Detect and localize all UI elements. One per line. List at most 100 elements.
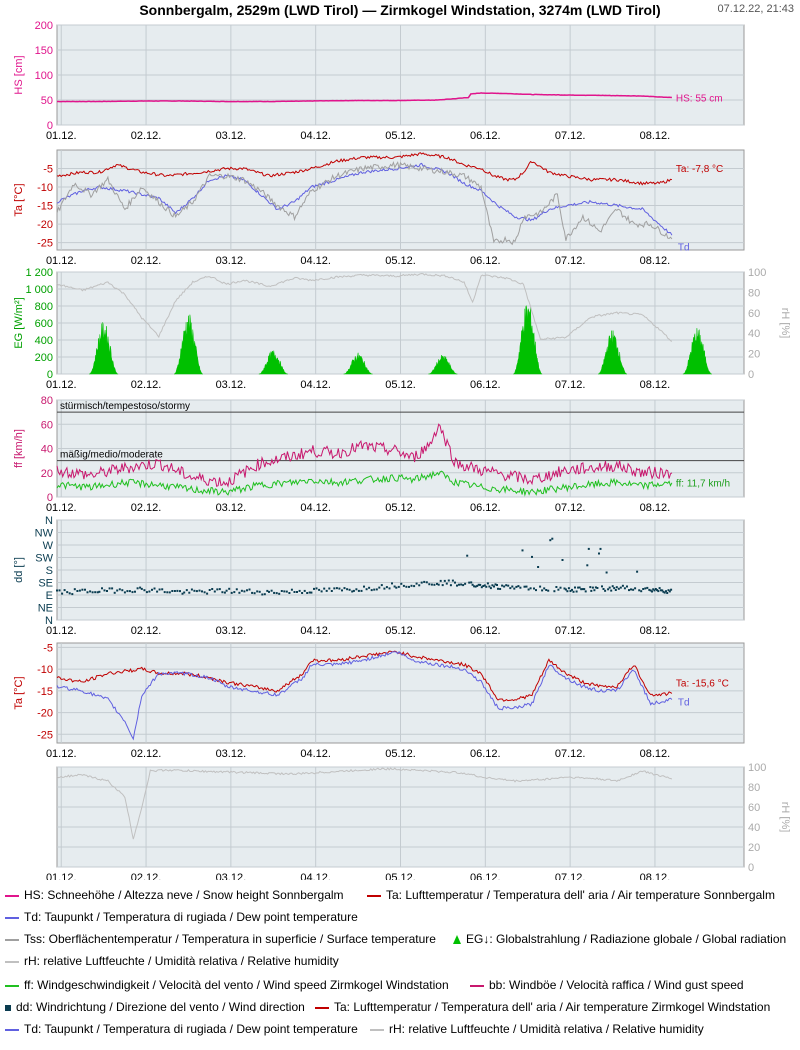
series-dd-panel-4-point xyxy=(583,588,586,591)
series-dd-panel-4-point xyxy=(575,590,578,593)
legend-label: rH: relative Luftfeuchte / Umidità relat… xyxy=(24,954,339,968)
series-dd-panel-4-point xyxy=(665,590,667,593)
panel-6-xtick-label: 07.12. xyxy=(555,872,586,880)
series-hs-panel-0-line xyxy=(57,92,672,103)
series-dd-panel-4-point xyxy=(233,591,236,594)
panel-0-ytick-label: 200 xyxy=(35,20,53,32)
panel-3-xtick-label: 07.12. xyxy=(555,502,586,514)
series-dd-panel-4-point xyxy=(360,589,363,592)
series-dd-panel-4-point xyxy=(433,583,436,586)
series-dd-panel-4-point xyxy=(225,589,228,592)
panel-3-ylabel: ff [km/h] xyxy=(13,429,25,468)
series-dd-panel-4-point xyxy=(564,588,567,591)
panel-5-ylabel: Ta [°C] xyxy=(13,676,25,709)
legend-swatch xyxy=(5,960,19,963)
series-dd-panel-4-point xyxy=(621,584,624,587)
panel-3-threshold-label: mäßig/medio/moderate xyxy=(60,450,163,461)
series-dd-panel-4-point xyxy=(613,587,616,590)
panel-3-ytick-label: 80 xyxy=(41,395,53,407)
series-dd-panel-4-point xyxy=(139,586,142,589)
chart-title: Sonnbergalm, 2529m (LWD Tirol) — Zirmkog… xyxy=(139,2,661,18)
series-dd-panel-4-point xyxy=(303,589,306,592)
series-dd-panel-4-point xyxy=(148,590,151,593)
series-dd-panel-4-point xyxy=(652,588,655,591)
series-rh-panel-2-line xyxy=(56,272,673,342)
panel-1-ytick-label: -20 xyxy=(37,219,53,231)
series-ff-panel-3-line xyxy=(56,470,673,497)
series-dd-panel-4-point xyxy=(397,585,400,588)
panel-4-xtick-label: 07.12. xyxy=(555,625,586,637)
series-dd-panel-4-point xyxy=(171,590,174,592)
series-dd-panel-4-point xyxy=(221,591,224,594)
panel-4-xtick-label: 03.12. xyxy=(216,625,247,637)
series-dd-panel-4-point xyxy=(63,589,66,592)
series-dd-panel-4-point xyxy=(445,582,448,585)
series-dd-panel-4-point xyxy=(584,590,587,593)
panel-4-ytick-label: NW xyxy=(35,528,54,540)
series-dd-panel-4-point xyxy=(644,587,647,590)
series-dd-panel-4-point xyxy=(352,589,355,592)
series-dd-panel-4-point xyxy=(357,589,360,592)
series-dd-panel-4-point xyxy=(280,590,283,592)
legend-swatch xyxy=(453,935,461,944)
legend-swatch xyxy=(5,984,19,987)
series-eg-panel-2-day-6 xyxy=(598,330,628,375)
panel-6-ytick-right-label: 80 xyxy=(748,782,760,794)
series-dd-panel-4-point xyxy=(310,591,313,594)
panel-1-xtick-label: 05.12. xyxy=(385,255,416,267)
series-dd-panel-4-point xyxy=(473,585,476,588)
panel-4-ytick-label: SE xyxy=(38,578,53,590)
series-dd-panel-4-point xyxy=(471,583,474,586)
series-dd-panel-4-point xyxy=(501,584,504,587)
series-dd-panel-4-point xyxy=(288,592,291,594)
series-dd-panel-4-point xyxy=(385,586,388,589)
series-dd-panel-4-point xyxy=(285,590,288,593)
panel-6-xtick-label: 05.12. xyxy=(385,872,416,880)
series-dd-panel-4-point xyxy=(325,589,328,592)
series-dd-panel-4-point xyxy=(103,589,106,592)
series-dd-panel-4-point xyxy=(208,589,211,591)
series-dd-panel-4-point xyxy=(608,586,611,589)
series-dd-panel-4-point xyxy=(188,591,191,594)
timestamp: 07.12.22, 21:43 xyxy=(717,3,794,15)
series-eg-panel-2-day-0 xyxy=(89,322,119,375)
legend-label: Tss: Oberflächentemperatur / Temperatura… xyxy=(24,932,436,946)
panel-4-ylabel: dd [°] xyxy=(13,557,25,583)
panel-4-xtick-label: 02.12. xyxy=(131,625,162,637)
panel-3-xtick-label: 02.12. xyxy=(131,502,162,514)
series-dd-panel-4-point xyxy=(308,591,311,594)
series-dd-panel-4-point xyxy=(491,584,494,587)
series-dd-panel-4-point xyxy=(505,584,508,587)
series-dd-panel-4-point xyxy=(543,587,546,590)
legend-item: rH: relative Luftfeuchte / Umidità relat… xyxy=(5,954,339,968)
series-dd-panel-4-point xyxy=(464,582,467,585)
series-dd-panel-4-point xyxy=(156,590,159,593)
series-dd-panel-4-point xyxy=(617,587,620,590)
series-dd-panel-4-point xyxy=(235,588,238,591)
series-dd-panel-4-point xyxy=(395,586,398,589)
series-dd-panel-4-point xyxy=(290,588,293,591)
series-dd-panel-4-point xyxy=(378,586,381,589)
panel-4-ytick-label: E xyxy=(46,590,53,602)
series-dd-panel-4-point xyxy=(418,584,421,587)
series-dd-panel-4-point xyxy=(602,588,605,590)
legend-swatch xyxy=(367,894,381,897)
series-dd-panel-4-point xyxy=(509,587,512,590)
legend-swatch xyxy=(5,1028,19,1031)
series-dd-panel-4-point xyxy=(441,584,444,587)
series-dd-panel-4-point xyxy=(458,583,460,586)
panel-4-ytick-label: S xyxy=(46,565,53,577)
series-dd-panel-4-point xyxy=(486,582,489,585)
series-dd-panel-4-point xyxy=(143,589,146,592)
panel-4-ytick-label: NE xyxy=(38,603,53,615)
series-dd-panel-4-point xyxy=(56,589,58,592)
legend-label: bb: Windböe / Velocità raffica / Wind gu… xyxy=(489,978,744,992)
series-dd-panel-4-point xyxy=(101,587,103,590)
series-dd-panel-4-point xyxy=(553,590,556,593)
series-dd-panel-4-point xyxy=(338,587,341,590)
series-dd-panel-4-point xyxy=(363,585,365,588)
panel-5-td-label: Td xyxy=(678,698,690,709)
legend-item: Td: Taupunkt / Temperatura di rugiada / … xyxy=(5,1022,358,1036)
series-dd-panel-4-point xyxy=(261,593,264,596)
series-dd-panel-4-point xyxy=(539,585,542,588)
